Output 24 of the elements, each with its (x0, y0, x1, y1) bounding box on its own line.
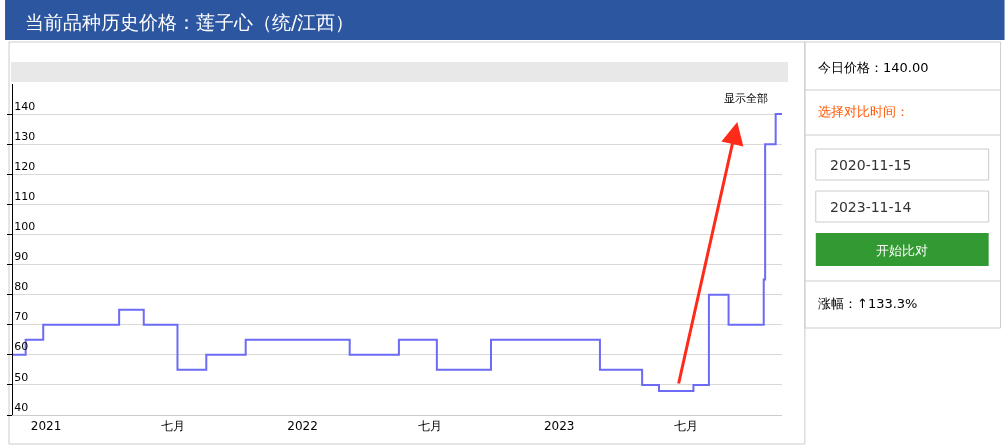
y-tick-label: 90 (14, 250, 29, 264)
y-tick-label: 80 (14, 280, 29, 294)
x-tick-label: 2021 (30, 419, 62, 434)
text: 涨幅：↑133.3% (818, 296, 918, 311)
chart-title: 当前品种历史价格：莲子心（统/江西） (25, 11, 355, 33)
x-tick-label: 七月 (161, 419, 186, 434)
y-tick-label: 40 (14, 400, 29, 414)
x-tick-label: 2022 (287, 419, 318, 434)
text: 2020-11-15 (830, 157, 912, 173)
text: 选择对比时间： (818, 104, 909, 119)
text: 开始比对 (876, 243, 928, 258)
text: 今日价格：140.00 (818, 60, 929, 75)
y-tick-label: 110 (14, 190, 36, 204)
y-tick-label: 70 (14, 310, 29, 324)
x-tick-label: 2023 (543, 419, 575, 434)
annotation: 显示全部 (724, 92, 768, 105)
text: 2023-11-14 (830, 199, 912, 215)
y-tick-label: 100 (14, 220, 36, 234)
x-tick-label: 七月 (417, 419, 442, 434)
y-tick-label: 140 (14, 99, 36, 113)
y-tick-label: 50 (14, 370, 29, 384)
x-tick-label: 七月 (674, 419, 699, 434)
y-tick-label: 120 (14, 159, 36, 173)
y-tick-label: 130 (14, 129, 36, 143)
